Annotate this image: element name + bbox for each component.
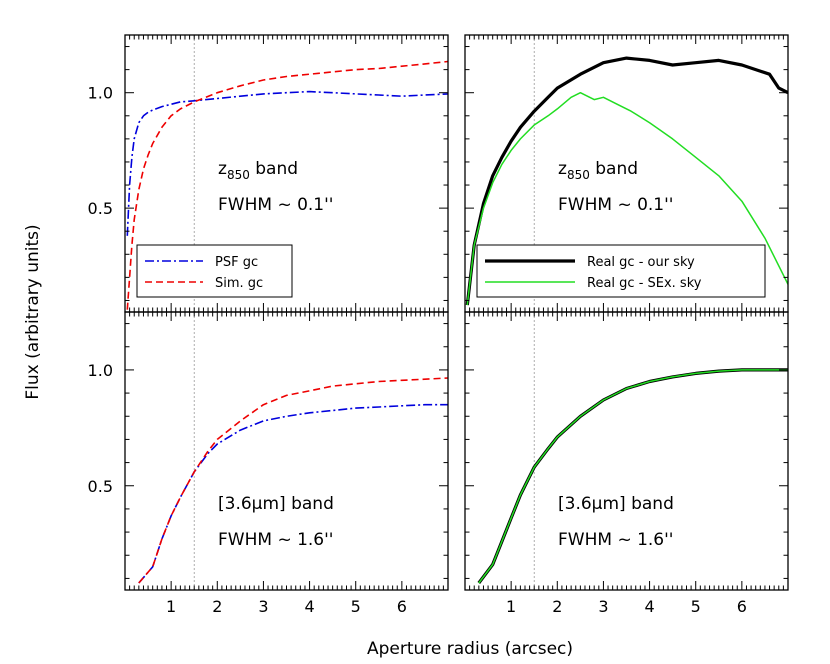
x-tick-label: 3 xyxy=(598,597,608,616)
y-tick-label: 0.5 xyxy=(88,199,113,218)
fwhm-label: FWHM ~ 1.6'' xyxy=(558,530,673,550)
panel-bottom-left: 1 2 3 4 5 6 0.5 1.0 [3.6µm] band FWHM ~ 1.6'' xyxy=(88,311,449,616)
series-line-real-gc-sex-sky xyxy=(478,369,788,584)
series-line-real-gc-our-sky xyxy=(477,368,788,584)
legend-label: PSF gc xyxy=(215,255,258,270)
panel-bottom-right: 1 2 3 4 5 6 [3.6µm] band FWHM ~ 1.6'' xyxy=(464,311,789,616)
x-tick-label: 1 xyxy=(166,597,176,616)
y-tick-label: 1.0 xyxy=(88,84,113,103)
legend-box xyxy=(476,244,766,298)
x-tick-label: 5 xyxy=(691,597,701,616)
series-line-real-gc-sex-sky xyxy=(466,91,788,306)
x-axis-title: Aperture radius (arcsec) xyxy=(367,639,573,659)
panel-top-left: 0.5 1.0 z850 band FWHM ~ 0.1'' PSF gc Sim. gc xyxy=(88,34,449,313)
x-tick-label: 4 xyxy=(644,597,654,616)
x-tick-label: 3 xyxy=(258,597,268,616)
x-tick-label: 6 xyxy=(397,597,407,616)
legend-box xyxy=(136,244,293,298)
series-line-psf-gc xyxy=(126,90,448,236)
legend-label: Real gc - our sky xyxy=(587,255,695,270)
legend: PSF gc Sim. gc xyxy=(136,244,293,298)
x-tick-label: 2 xyxy=(552,597,562,616)
x-tick-label: 5 xyxy=(351,597,361,616)
legend: Real gc - our sky Real gc - SEx. sky xyxy=(476,244,766,298)
x-tick-label: 2 xyxy=(212,597,222,616)
legend-label: Sim. gc xyxy=(215,276,263,291)
legend-label: Real gc - SEx. sky xyxy=(587,276,702,291)
fwhm-label: FWHM ~ 0.1'' xyxy=(218,195,333,215)
series-line-real-gc-our-sky xyxy=(465,56,788,306)
band-label: z850 band xyxy=(558,159,638,182)
band-label: z850 band xyxy=(218,159,298,182)
band-label: [3.6µm] band xyxy=(218,494,334,514)
band-label: [3.6µm] band xyxy=(558,494,674,514)
fwhm-label: FWHM ~ 0.1'' xyxy=(558,195,673,215)
series-line-sim-gc xyxy=(126,60,448,310)
fwhm-label: FWHM ~ 1.6'' xyxy=(218,530,333,550)
y-axis-title: Flux (arbitrary units) xyxy=(23,224,43,399)
y-tick-label: 1.0 xyxy=(88,361,113,380)
x-tick-label: 4 xyxy=(304,597,314,616)
y-tick-label: 0.5 xyxy=(88,477,113,496)
x-tick-label: 6 xyxy=(737,597,747,616)
series-line-sim-gc xyxy=(138,377,448,584)
x-tick-label: 1 xyxy=(506,597,516,616)
